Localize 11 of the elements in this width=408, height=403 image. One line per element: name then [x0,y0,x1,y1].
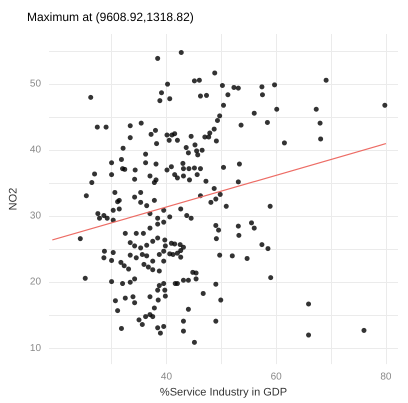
x-tick-label: 40 [160,372,172,383]
x-tick-label: 80 [380,372,392,383]
y-tick-label: 40 [30,144,42,156]
y-tick-label: 30 [30,210,42,222]
chart-title: Maximum at (9608.92,1318.82) [27,10,194,24]
y-tick-label: 10 [30,342,42,354]
x-tick-label: 60 [270,372,282,383]
y-tick-label: 50 [30,78,42,90]
x-axis-title: %Service Industry in GDP [160,386,288,398]
y-axis-title: NO2 [8,188,20,210]
y-tick-label: 20 [30,276,42,288]
